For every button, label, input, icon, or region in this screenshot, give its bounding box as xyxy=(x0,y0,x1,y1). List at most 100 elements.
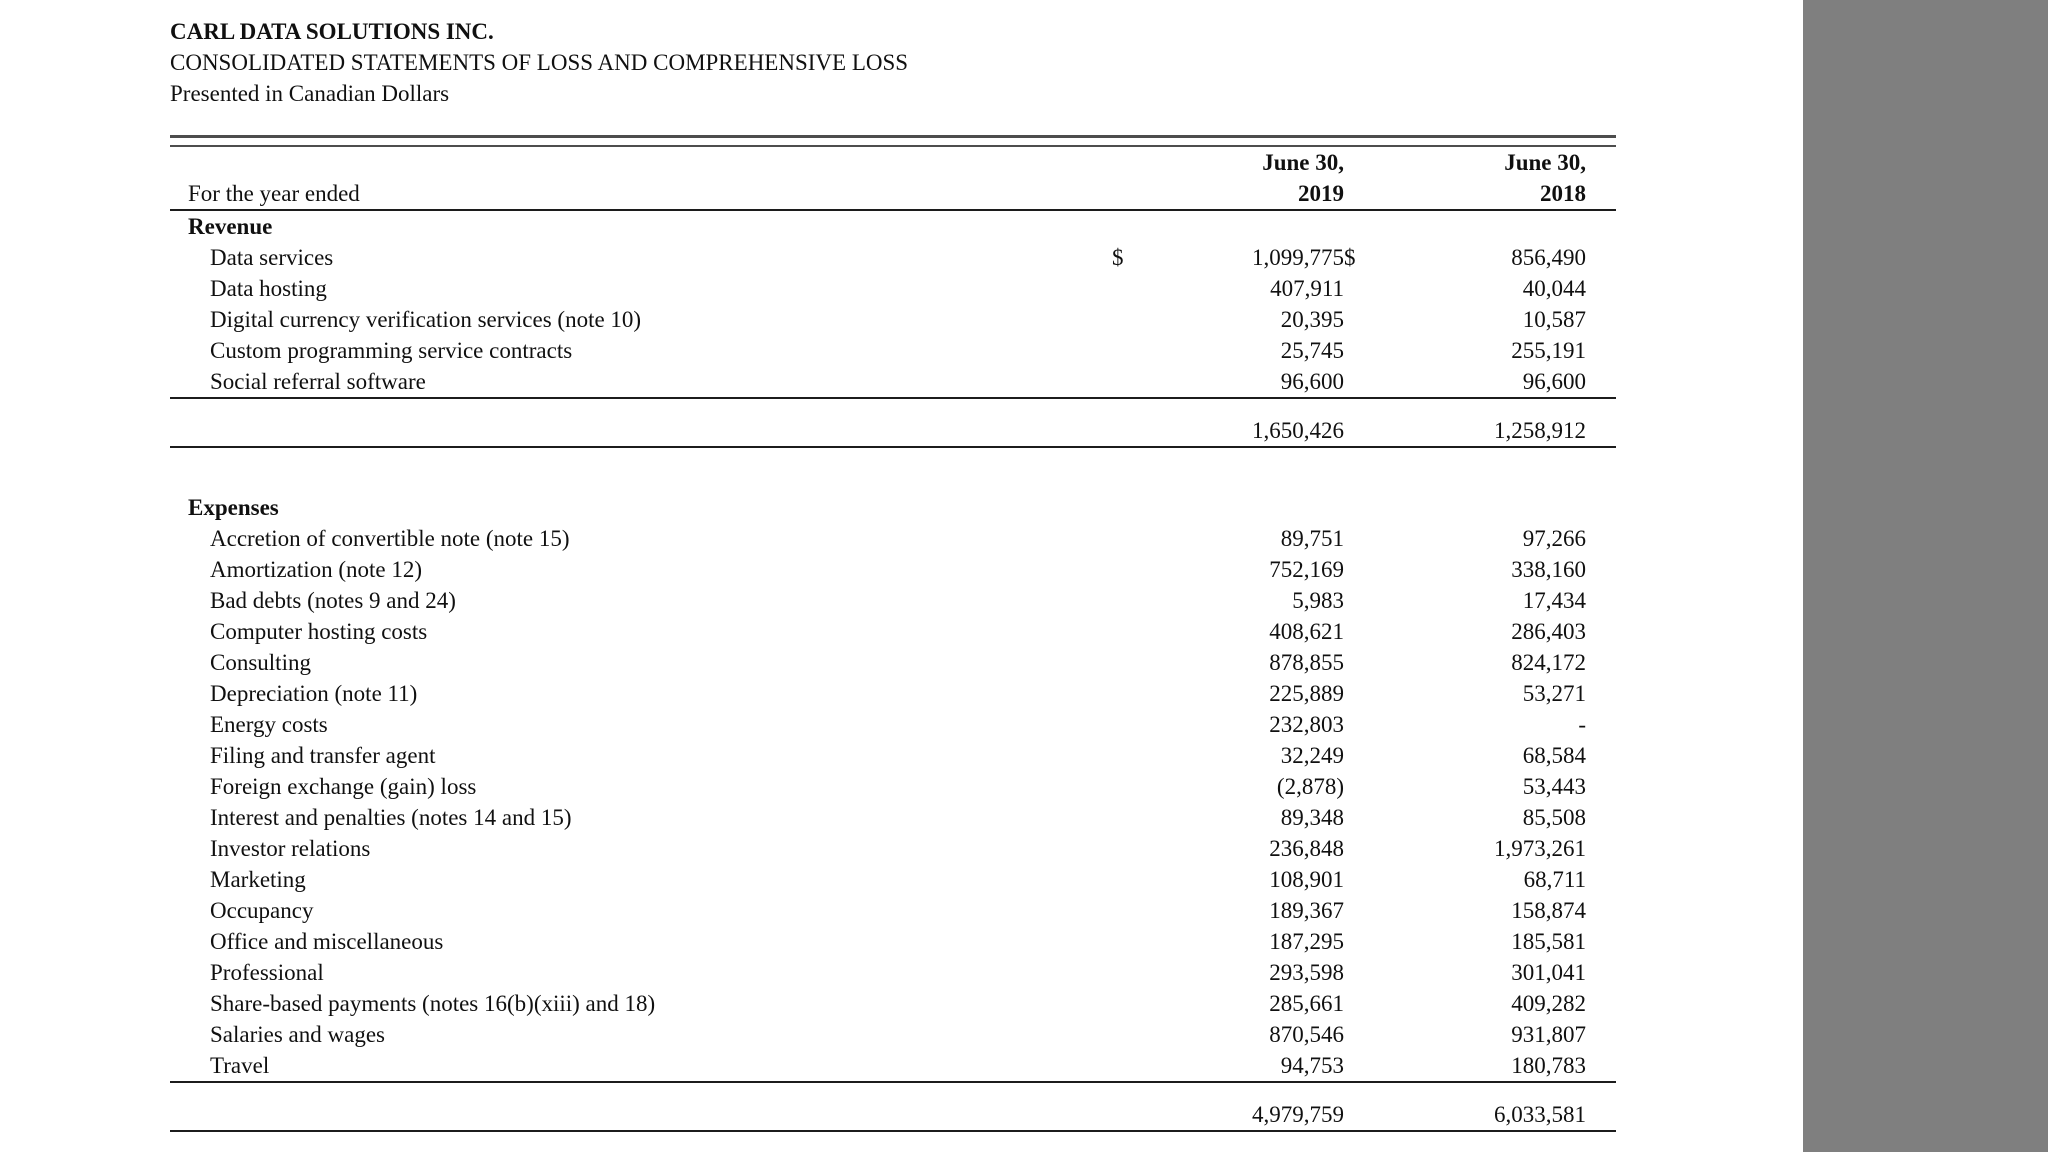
value-2018: 1,973,261 xyxy=(1494,836,1586,861)
line-item-row: Occupancy 189,367 158,874 xyxy=(170,895,1616,926)
currency-symbol-2019 xyxy=(1112,554,1148,585)
row-label: Expenses xyxy=(188,495,279,520)
line-item-row: Professional 293,598 301,041 xyxy=(170,957,1616,988)
line-item-row: Interest and penalties (notes 14 and 15)… xyxy=(170,802,1616,833)
currency-symbol-2019 xyxy=(1112,335,1148,366)
value-2018: 931,807 xyxy=(1511,1022,1586,1047)
row-label: Accretion of convertible note (note 15) xyxy=(210,526,570,551)
value-2018: 856,490 xyxy=(1511,245,1586,270)
currency-symbol-2019 xyxy=(1112,585,1148,616)
section-header-row: Expenses xyxy=(170,492,1616,523)
value-2018: 10,587 xyxy=(1522,307,1586,332)
currency-symbol-2019 xyxy=(1112,771,1148,802)
row-label: Social referral software xyxy=(210,369,426,394)
currency-symbol-2018 xyxy=(1344,335,1390,366)
currency-symbol-2018 xyxy=(1344,523,1390,554)
currency-symbol-2019 xyxy=(1112,415,1148,446)
value-2019: 189,367 xyxy=(1269,898,1344,923)
value-2018: 85,508 xyxy=(1522,805,1586,830)
line-item-row: Marketing 108,901 68,711 xyxy=(170,864,1616,895)
column-header-2019: June 30, 2019 xyxy=(1148,147,1344,209)
line-item-row: Bad debts (notes 9 and 24) 5,983 17,434 xyxy=(170,585,1616,616)
currency-symbol-2018 xyxy=(1344,211,1390,242)
line-item-row: Foreign exchange (gain) loss (2,878) 53,44… xyxy=(170,771,1616,802)
viewer-background xyxy=(1803,0,2048,1152)
currency-symbol-2019 xyxy=(1112,709,1148,740)
currency-symbol-2018 xyxy=(1344,585,1390,616)
currency-symbol-2019 xyxy=(1112,211,1148,242)
currency-symbol-2018 xyxy=(1344,1099,1390,1130)
currency-symbol-2019 xyxy=(1112,895,1148,926)
currency-symbol-2019 xyxy=(1112,523,1148,554)
currency-symbol-2018 xyxy=(1344,957,1390,988)
value-2019: 407,911 xyxy=(1270,276,1344,301)
table-body: Revenue Data services $1,099,775 $856,490 Da… xyxy=(170,211,1616,1132)
spacer xyxy=(170,399,1616,415)
currency-note: Presented in Canadian Dollars xyxy=(170,81,450,106)
section-total-row: 4,979,759 6,033,581 xyxy=(170,1099,1616,1130)
currency-symbol-2019 xyxy=(1112,647,1148,678)
section-header-row: Revenue xyxy=(170,211,1616,242)
currency-symbol-2019 xyxy=(1112,988,1148,1019)
currency-symbol-2018: $ xyxy=(1344,245,1356,270)
value-2018: 68,584 xyxy=(1522,743,1586,768)
currency-symbol-2019 xyxy=(1112,1019,1148,1050)
col-2018-year: 2018 xyxy=(1540,181,1586,206)
currency-symbol-2018 xyxy=(1344,1050,1390,1081)
currency-symbol-2018 xyxy=(1344,833,1390,864)
value-2019: 236,848 xyxy=(1269,836,1344,861)
value-2019: 25,745 xyxy=(1280,338,1344,363)
value-2019: 285,661 xyxy=(1269,991,1344,1016)
currency-symbol-2019 xyxy=(1112,802,1148,833)
value-2018: 185,581 xyxy=(1511,929,1586,954)
value-2018: 53,271 xyxy=(1522,681,1586,706)
currency-symbol-2018 xyxy=(1344,616,1390,647)
line-item-row: Investor relations 236,848 1,973,261 xyxy=(170,833,1616,864)
table-top-rule xyxy=(170,135,1616,147)
section-total-row: 1,650,426 1,258,912 xyxy=(170,415,1616,446)
currency-symbol-2019 xyxy=(1112,740,1148,771)
col-2019-month: June 30, xyxy=(1262,150,1344,175)
col-2019-year: 2019 xyxy=(1298,181,1344,206)
row-label: Salaries and wages xyxy=(210,1022,385,1047)
currency-symbol-2018 xyxy=(1344,554,1390,585)
line-item-row: Consulting 878,855 824,172 xyxy=(170,647,1616,678)
value-2019: 232,803 xyxy=(1269,712,1344,737)
row-label: Professional xyxy=(210,960,324,985)
value-2019: 89,751 xyxy=(1280,526,1344,551)
row-label: Revenue xyxy=(188,214,273,239)
row-label xyxy=(170,415,1112,446)
row-label: Custom programming service contracts xyxy=(210,338,573,363)
currency-symbol-2018 xyxy=(1344,802,1390,833)
currency-symbol-2018 xyxy=(1344,709,1390,740)
currency-symbol-2018 xyxy=(1344,864,1390,895)
column-header-2018: June 30, 2018 xyxy=(1390,147,1586,209)
row-label: Investor relations xyxy=(210,836,371,861)
row-label: Depreciation (note 11) xyxy=(210,681,418,706)
value-2018: 40,044 xyxy=(1522,276,1586,301)
row-label: Foreign exchange (gain) loss xyxy=(210,774,477,799)
line-item-row: Data services $1,099,775 $856,490 xyxy=(170,242,1616,273)
value-2018: 338,160 xyxy=(1511,557,1586,582)
currency-symbol-2018 xyxy=(1344,988,1390,1019)
currency-symbol-2019 xyxy=(1112,366,1148,397)
value-2018: 180,783 xyxy=(1511,1053,1586,1078)
row-label: Consulting xyxy=(210,650,311,675)
value-2019: 94,753 xyxy=(1280,1053,1344,1078)
value-2018: 97,266 xyxy=(1522,526,1586,551)
table-rule xyxy=(170,397,1616,399)
value-2018: 1,258,912 xyxy=(1494,418,1586,443)
value-2018: 96,600 xyxy=(1522,369,1586,394)
currency-symbol-2018 xyxy=(1344,304,1390,335)
header-underline-rule xyxy=(170,209,1616,211)
document-header: CARL DATA SOLUTIONS INC. CONSOLIDATED ST… xyxy=(170,16,2048,109)
line-item-row: Travel 94,753 180,783 xyxy=(170,1050,1616,1081)
table-rule xyxy=(170,1130,1616,1132)
line-item-row: Salaries and wages 870,546 931,807 xyxy=(170,1019,1616,1050)
value-2019: 96,600 xyxy=(1280,369,1344,394)
currency-symbol-2019 xyxy=(1112,833,1148,864)
row-label: Marketing xyxy=(210,867,306,892)
row-label: Travel xyxy=(210,1053,270,1078)
line-item-row: Accretion of convertible note (note 15) 8… xyxy=(170,523,1616,554)
currency-symbol-2018 xyxy=(1344,926,1390,957)
